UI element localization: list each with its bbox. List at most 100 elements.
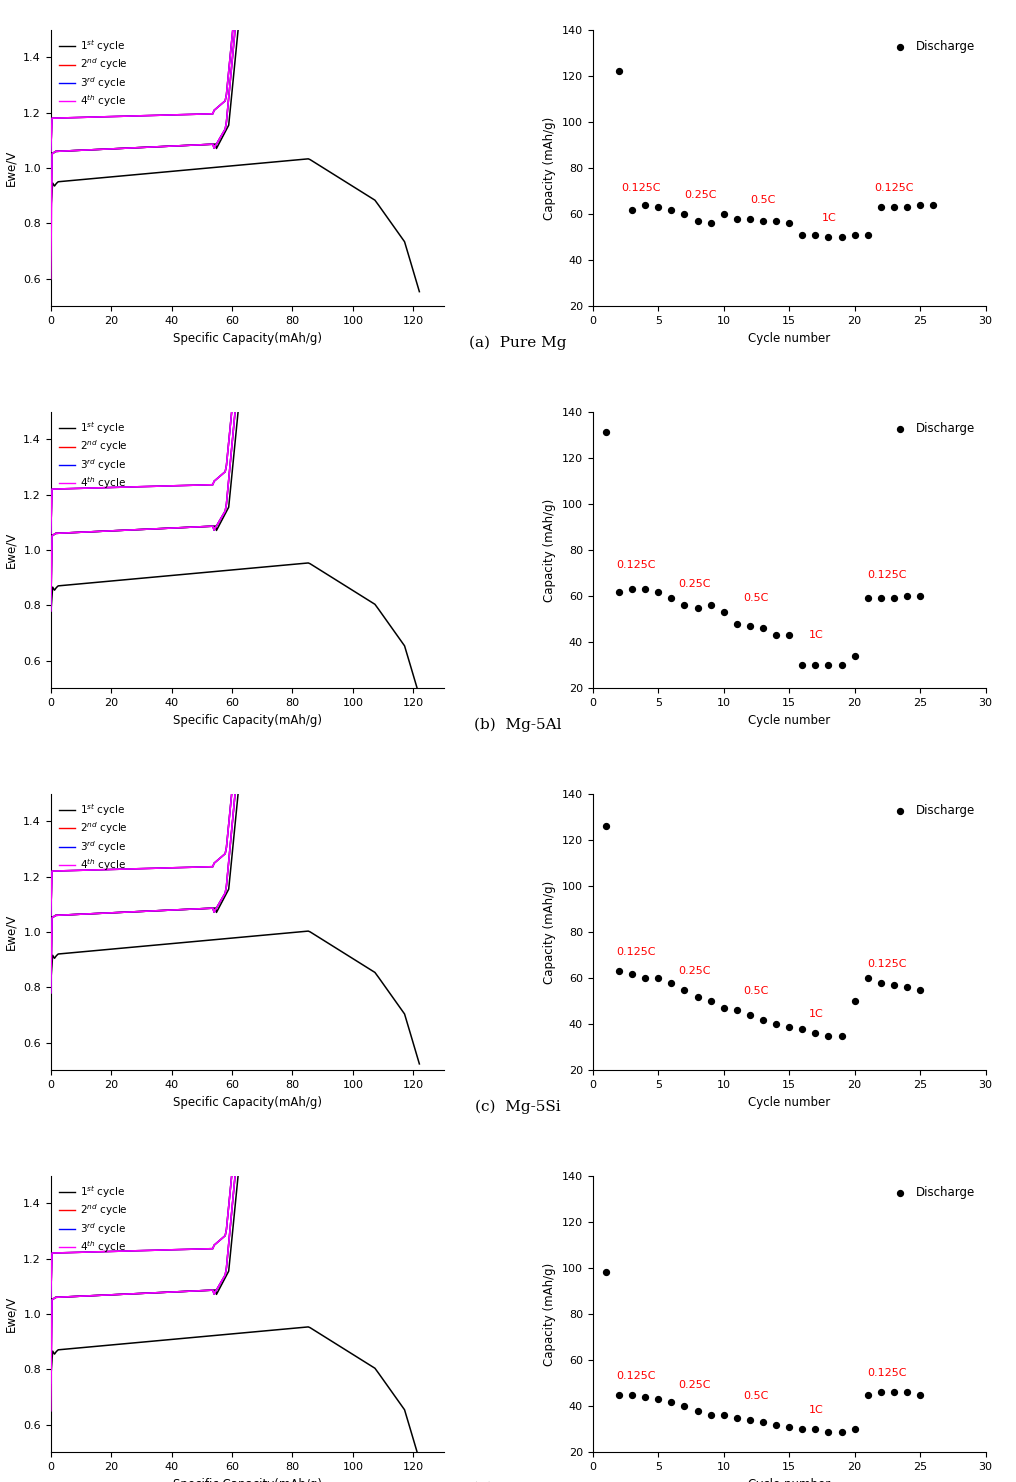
Point bbox=[650, 966, 666, 990]
Text: 1C: 1C bbox=[809, 1405, 824, 1415]
Point bbox=[755, 1008, 771, 1031]
Point bbox=[677, 593, 693, 617]
Point bbox=[677, 203, 693, 227]
Legend: Discharge: Discharge bbox=[884, 799, 979, 823]
Point bbox=[912, 584, 929, 608]
Point bbox=[795, 224, 811, 247]
X-axis label: Specific Capacity(mAh/g): Specific Capacity(mAh/g) bbox=[173, 714, 322, 726]
Point bbox=[925, 193, 941, 216]
Point bbox=[795, 654, 811, 677]
Point bbox=[795, 1417, 811, 1441]
Text: (c)  Mg-5Si: (c) Mg-5Si bbox=[475, 1100, 561, 1114]
Point bbox=[663, 587, 680, 611]
Point bbox=[860, 224, 876, 247]
Point bbox=[637, 966, 653, 990]
Point bbox=[820, 1420, 836, 1443]
Point bbox=[768, 1412, 784, 1436]
Point bbox=[886, 587, 902, 611]
Point bbox=[781, 1415, 798, 1439]
Point bbox=[677, 1395, 693, 1418]
Point bbox=[820, 1024, 836, 1048]
Point bbox=[768, 1012, 784, 1036]
Point bbox=[833, 654, 849, 677]
Text: (b)  Mg-5Al: (b) Mg-5Al bbox=[474, 719, 562, 732]
Text: 0.125C: 0.125C bbox=[874, 184, 913, 193]
Point bbox=[912, 978, 929, 1002]
Point bbox=[637, 578, 653, 602]
Legend: Discharge: Discharge bbox=[884, 1181, 979, 1203]
Point bbox=[860, 587, 876, 611]
Point bbox=[702, 1403, 718, 1427]
Point bbox=[807, 1021, 823, 1045]
Point bbox=[781, 624, 798, 648]
Text: 0.125C: 0.125C bbox=[868, 569, 907, 579]
Text: 0.25C: 0.25C bbox=[678, 579, 710, 588]
Point bbox=[873, 587, 889, 611]
X-axis label: Specific Capacity(mAh/g): Specific Capacity(mAh/g) bbox=[173, 332, 322, 345]
Point bbox=[624, 962, 640, 986]
Point bbox=[742, 1003, 758, 1027]
Y-axis label: Capacity (mAh/g): Capacity (mAh/g) bbox=[544, 1263, 557, 1365]
Point bbox=[807, 224, 823, 247]
Point bbox=[611, 1383, 627, 1406]
Point bbox=[833, 1024, 849, 1048]
Point bbox=[742, 1408, 758, 1432]
Point bbox=[846, 645, 863, 668]
Point bbox=[742, 207, 758, 231]
Text: 0.25C: 0.25C bbox=[685, 190, 717, 200]
Point bbox=[663, 1390, 680, 1414]
Point bbox=[873, 1381, 889, 1405]
Point bbox=[860, 966, 876, 990]
Point bbox=[755, 1411, 771, 1435]
Text: 1C: 1C bbox=[809, 1009, 824, 1020]
Point bbox=[690, 984, 706, 1008]
Text: 1C: 1C bbox=[822, 213, 836, 224]
Point bbox=[846, 224, 863, 247]
X-axis label: Cycle number: Cycle number bbox=[748, 332, 830, 345]
Point bbox=[715, 1403, 732, 1427]
Point bbox=[899, 1381, 915, 1405]
Point bbox=[833, 1420, 849, 1443]
Point bbox=[820, 654, 836, 677]
Text: 0.125C: 0.125C bbox=[617, 947, 656, 957]
Text: 0.125C: 0.125C bbox=[868, 1368, 907, 1378]
Point bbox=[886, 974, 902, 997]
Point bbox=[690, 596, 706, 619]
Point bbox=[663, 971, 680, 994]
Point bbox=[912, 1383, 929, 1406]
Point bbox=[597, 814, 614, 837]
Text: (a)  Pure Mg: (a) Pure Mg bbox=[469, 336, 567, 350]
Point bbox=[728, 1406, 745, 1430]
Point bbox=[650, 1387, 666, 1411]
Legend: Discharge: Discharge bbox=[884, 36, 979, 58]
Y-axis label: Capacity (mAh/g): Capacity (mAh/g) bbox=[544, 498, 557, 602]
Point bbox=[637, 1386, 653, 1409]
Point bbox=[755, 209, 771, 233]
Point bbox=[702, 593, 718, 617]
Point bbox=[886, 196, 902, 219]
Point bbox=[611, 579, 627, 603]
Point bbox=[807, 654, 823, 677]
Legend: 1$^{st}$ cycle, 2$^{nd}$ cycle, 3$^{rd}$ cycle, 4$^{th}$ cycle: 1$^{st}$ cycle, 2$^{nd}$ cycle, 3$^{rd}$… bbox=[56, 1181, 131, 1258]
X-axis label: Specific Capacity(mAh/g): Specific Capacity(mAh/g) bbox=[173, 1095, 322, 1109]
Point bbox=[597, 421, 614, 445]
Text: 0.5C: 0.5C bbox=[744, 593, 769, 603]
Point bbox=[742, 614, 758, 637]
Y-axis label: Capacity (mAh/g): Capacity (mAh/g) bbox=[544, 880, 557, 984]
Point bbox=[702, 212, 718, 236]
Point bbox=[702, 990, 718, 1014]
Point bbox=[899, 196, 915, 219]
Point bbox=[611, 59, 627, 83]
Point bbox=[690, 1399, 706, 1423]
Point bbox=[715, 600, 732, 624]
Point bbox=[715, 203, 732, 227]
Y-axis label: Ewe/V: Ewe/V bbox=[5, 914, 17, 950]
Y-axis label: Ewe/V: Ewe/V bbox=[5, 150, 17, 187]
Point bbox=[807, 1417, 823, 1441]
Point bbox=[795, 1017, 811, 1040]
Point bbox=[860, 1383, 876, 1406]
Point bbox=[728, 612, 745, 636]
Point bbox=[715, 996, 732, 1020]
Point bbox=[781, 212, 798, 236]
Point bbox=[873, 196, 889, 219]
